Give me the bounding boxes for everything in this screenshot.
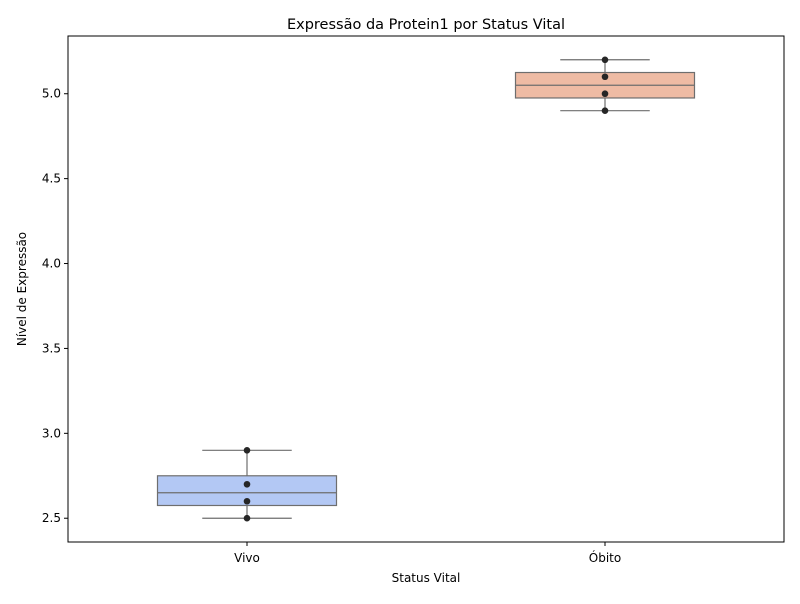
data-point (601, 73, 609, 81)
y-tick-label: 4.0 (42, 257, 61, 271)
data-point (243, 480, 251, 488)
x-axis-label: Status Vital (392, 571, 461, 585)
y-tick-label: 2.5 (42, 511, 61, 525)
chart-title: Expressão da Protein1 por Status Vital (287, 17, 565, 33)
y-tick-label: 3.0 (42, 426, 61, 440)
data-point (243, 497, 251, 505)
y-tick-label: 4.5 (42, 172, 61, 186)
plot-area: 2.5 3.0 3.5 4.0 4.5 5.0 Vivo Óbito (42, 56, 696, 565)
axes-frame (67, 35, 785, 543)
y-tick-label: 5.0 (42, 87, 61, 101)
x-tick-label: Óbito (589, 550, 621, 565)
y-axis-label: Nível de Expressão (15, 232, 29, 346)
y-tick-label: 3.5 (42, 341, 61, 355)
data-point (601, 90, 609, 98)
data-point (601, 107, 609, 115)
data-point (601, 56, 609, 64)
data-point (243, 447, 251, 454)
x-tick-label: Vivo (234, 551, 260, 565)
data-point (243, 514, 251, 522)
